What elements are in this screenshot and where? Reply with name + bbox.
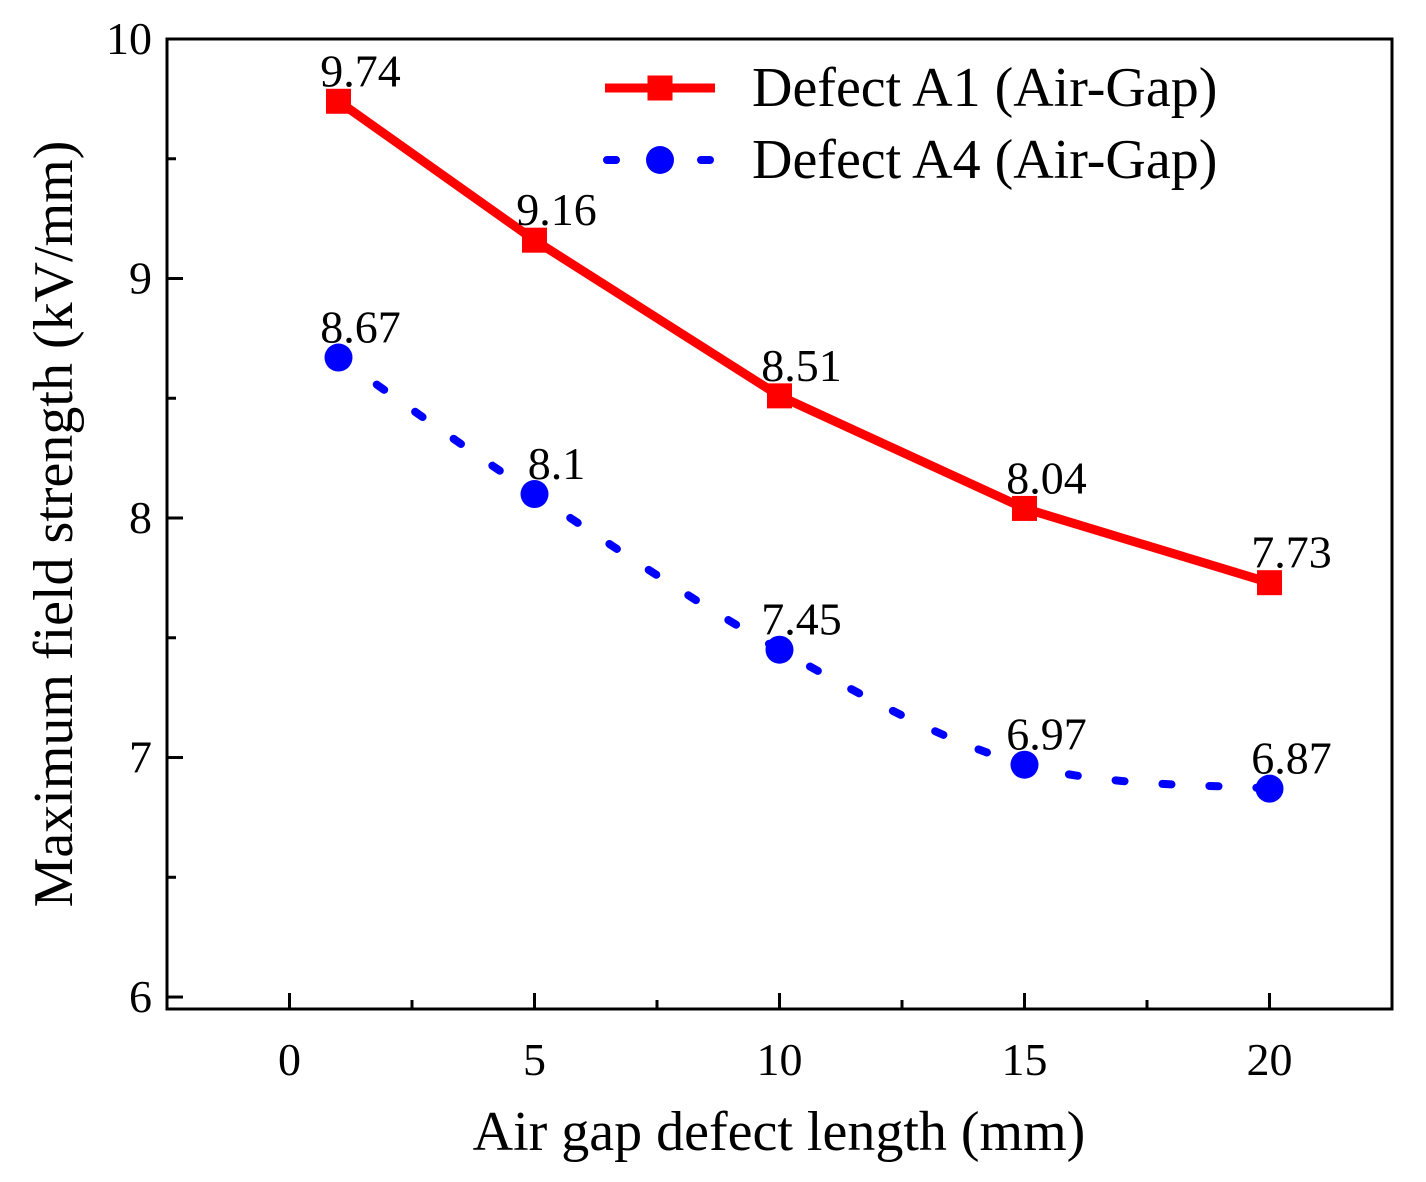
legend-marker-2 <box>646 146 674 174</box>
series-layer <box>324 88 1284 803</box>
legend-label-1: Defect A1 (Air-Gap) <box>752 57 1217 119</box>
data-label: 7.73 <box>1251 527 1332 578</box>
y-tick-label: 7 <box>129 732 152 783</box>
x-axis-title: Air gap defect length (mm) <box>473 1101 1086 1163</box>
x-tick-label: 0 <box>278 1034 301 1085</box>
x-axis-ticks: 0 5 10 15 20 <box>278 993 1293 1085</box>
y-tick-label: 9 <box>129 253 152 304</box>
data-label: 8.04 <box>1006 452 1087 503</box>
series-1-point <box>1012 495 1037 521</box>
data-label: 9.16 <box>516 184 597 235</box>
series-2-point <box>324 343 353 372</box>
data-label: 8.51 <box>761 340 842 391</box>
series-2-point <box>1010 750 1039 779</box>
data-label: 8.1 <box>528 438 586 489</box>
data-label: 6.97 <box>1006 709 1087 760</box>
data-label: 8.67 <box>320 302 401 353</box>
series-2-point <box>1255 774 1284 803</box>
x-tick-label: 15 <box>1002 1034 1048 1085</box>
series-2-point <box>765 635 794 664</box>
data-label: 6.87 <box>1251 733 1332 784</box>
x-tick-label: 5 <box>523 1034 546 1085</box>
y-axis-title: Maximum field strength (kV/mm) <box>23 141 85 908</box>
x-tick-label: 10 <box>757 1034 803 1085</box>
data-label-layer: 9.74 9.16 8.51 8.04 7.73 8.67 8.1 7.45 6.97 6.87 <box>320 45 1332 783</box>
y-axis-ticks: 6 7 8 9 10 <box>106 13 183 1022</box>
series-1-point <box>326 88 351 114</box>
data-label: 9.74 <box>320 45 401 96</box>
data-label: 7.45 <box>761 594 842 645</box>
series-2-point <box>520 480 549 509</box>
y-tick-label: 10 <box>106 13 152 64</box>
series-line-2 <box>334 353 1274 793</box>
legend: Defect A1 (Air-Gap) Defect A4 (Air-Gap) <box>603 57 1217 191</box>
x-tick-label: 20 <box>1247 1034 1293 1085</box>
y-tick-label: 6 <box>129 971 152 1022</box>
series-1-point <box>522 227 547 253</box>
series-1-point <box>1257 570 1282 596</box>
y-tick-label: 8 <box>129 492 152 543</box>
legend-marker-1 <box>647 75 673 101</box>
series-1-point <box>767 383 792 409</box>
legend-label-2: Defect A4 (Air-Gap) <box>752 129 1217 191</box>
